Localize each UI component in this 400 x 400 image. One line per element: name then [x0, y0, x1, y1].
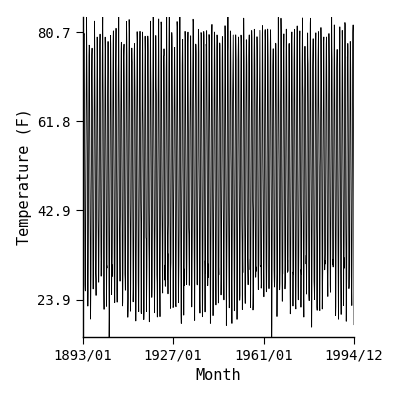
X-axis label: Month: Month	[196, 368, 241, 383]
Y-axis label: Temperature (F): Temperature (F)	[17, 108, 32, 245]
